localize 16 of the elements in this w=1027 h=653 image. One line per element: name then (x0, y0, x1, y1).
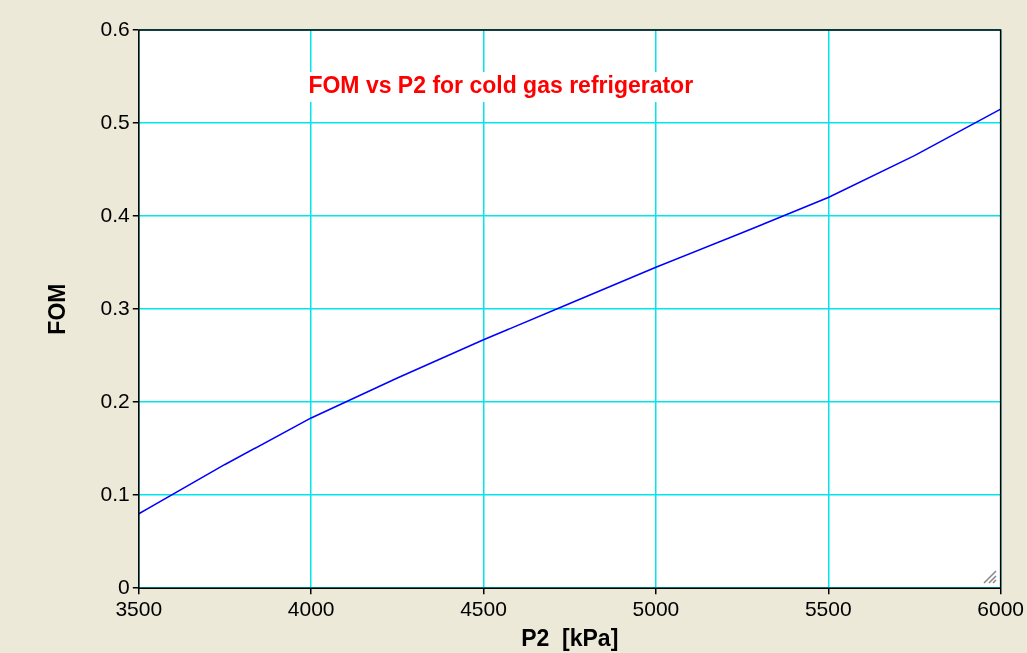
y-tick-label: 0.3 (100, 295, 130, 319)
x-tick-label: 3500 (115, 596, 163, 620)
x-axis-title: P2 [kPa] (521, 624, 619, 651)
x-tick-label: 6000 (977, 596, 1024, 620)
y-axis-title: FOM (44, 283, 71, 335)
x-tick-label: 5500 (804, 596, 852, 620)
x-tick-label: 5000 (632, 596, 680, 620)
y-tick-label: 0.2 (100, 388, 130, 412)
x-tick-label: 4500 (460, 596, 507, 620)
x-tick-label: 4000 (287, 596, 335, 620)
y-tick-label: 0 (118, 575, 130, 598)
y-tick-label: 0.5 (100, 109, 130, 133)
text: FOM vs P2 for cold gas refrigerator (308, 72, 694, 99)
y-tick-label: 0.1 (100, 481, 130, 505)
y-tick-label: 0.4 (100, 202, 131, 226)
y-tick-label: 0.6 (100, 16, 130, 40)
